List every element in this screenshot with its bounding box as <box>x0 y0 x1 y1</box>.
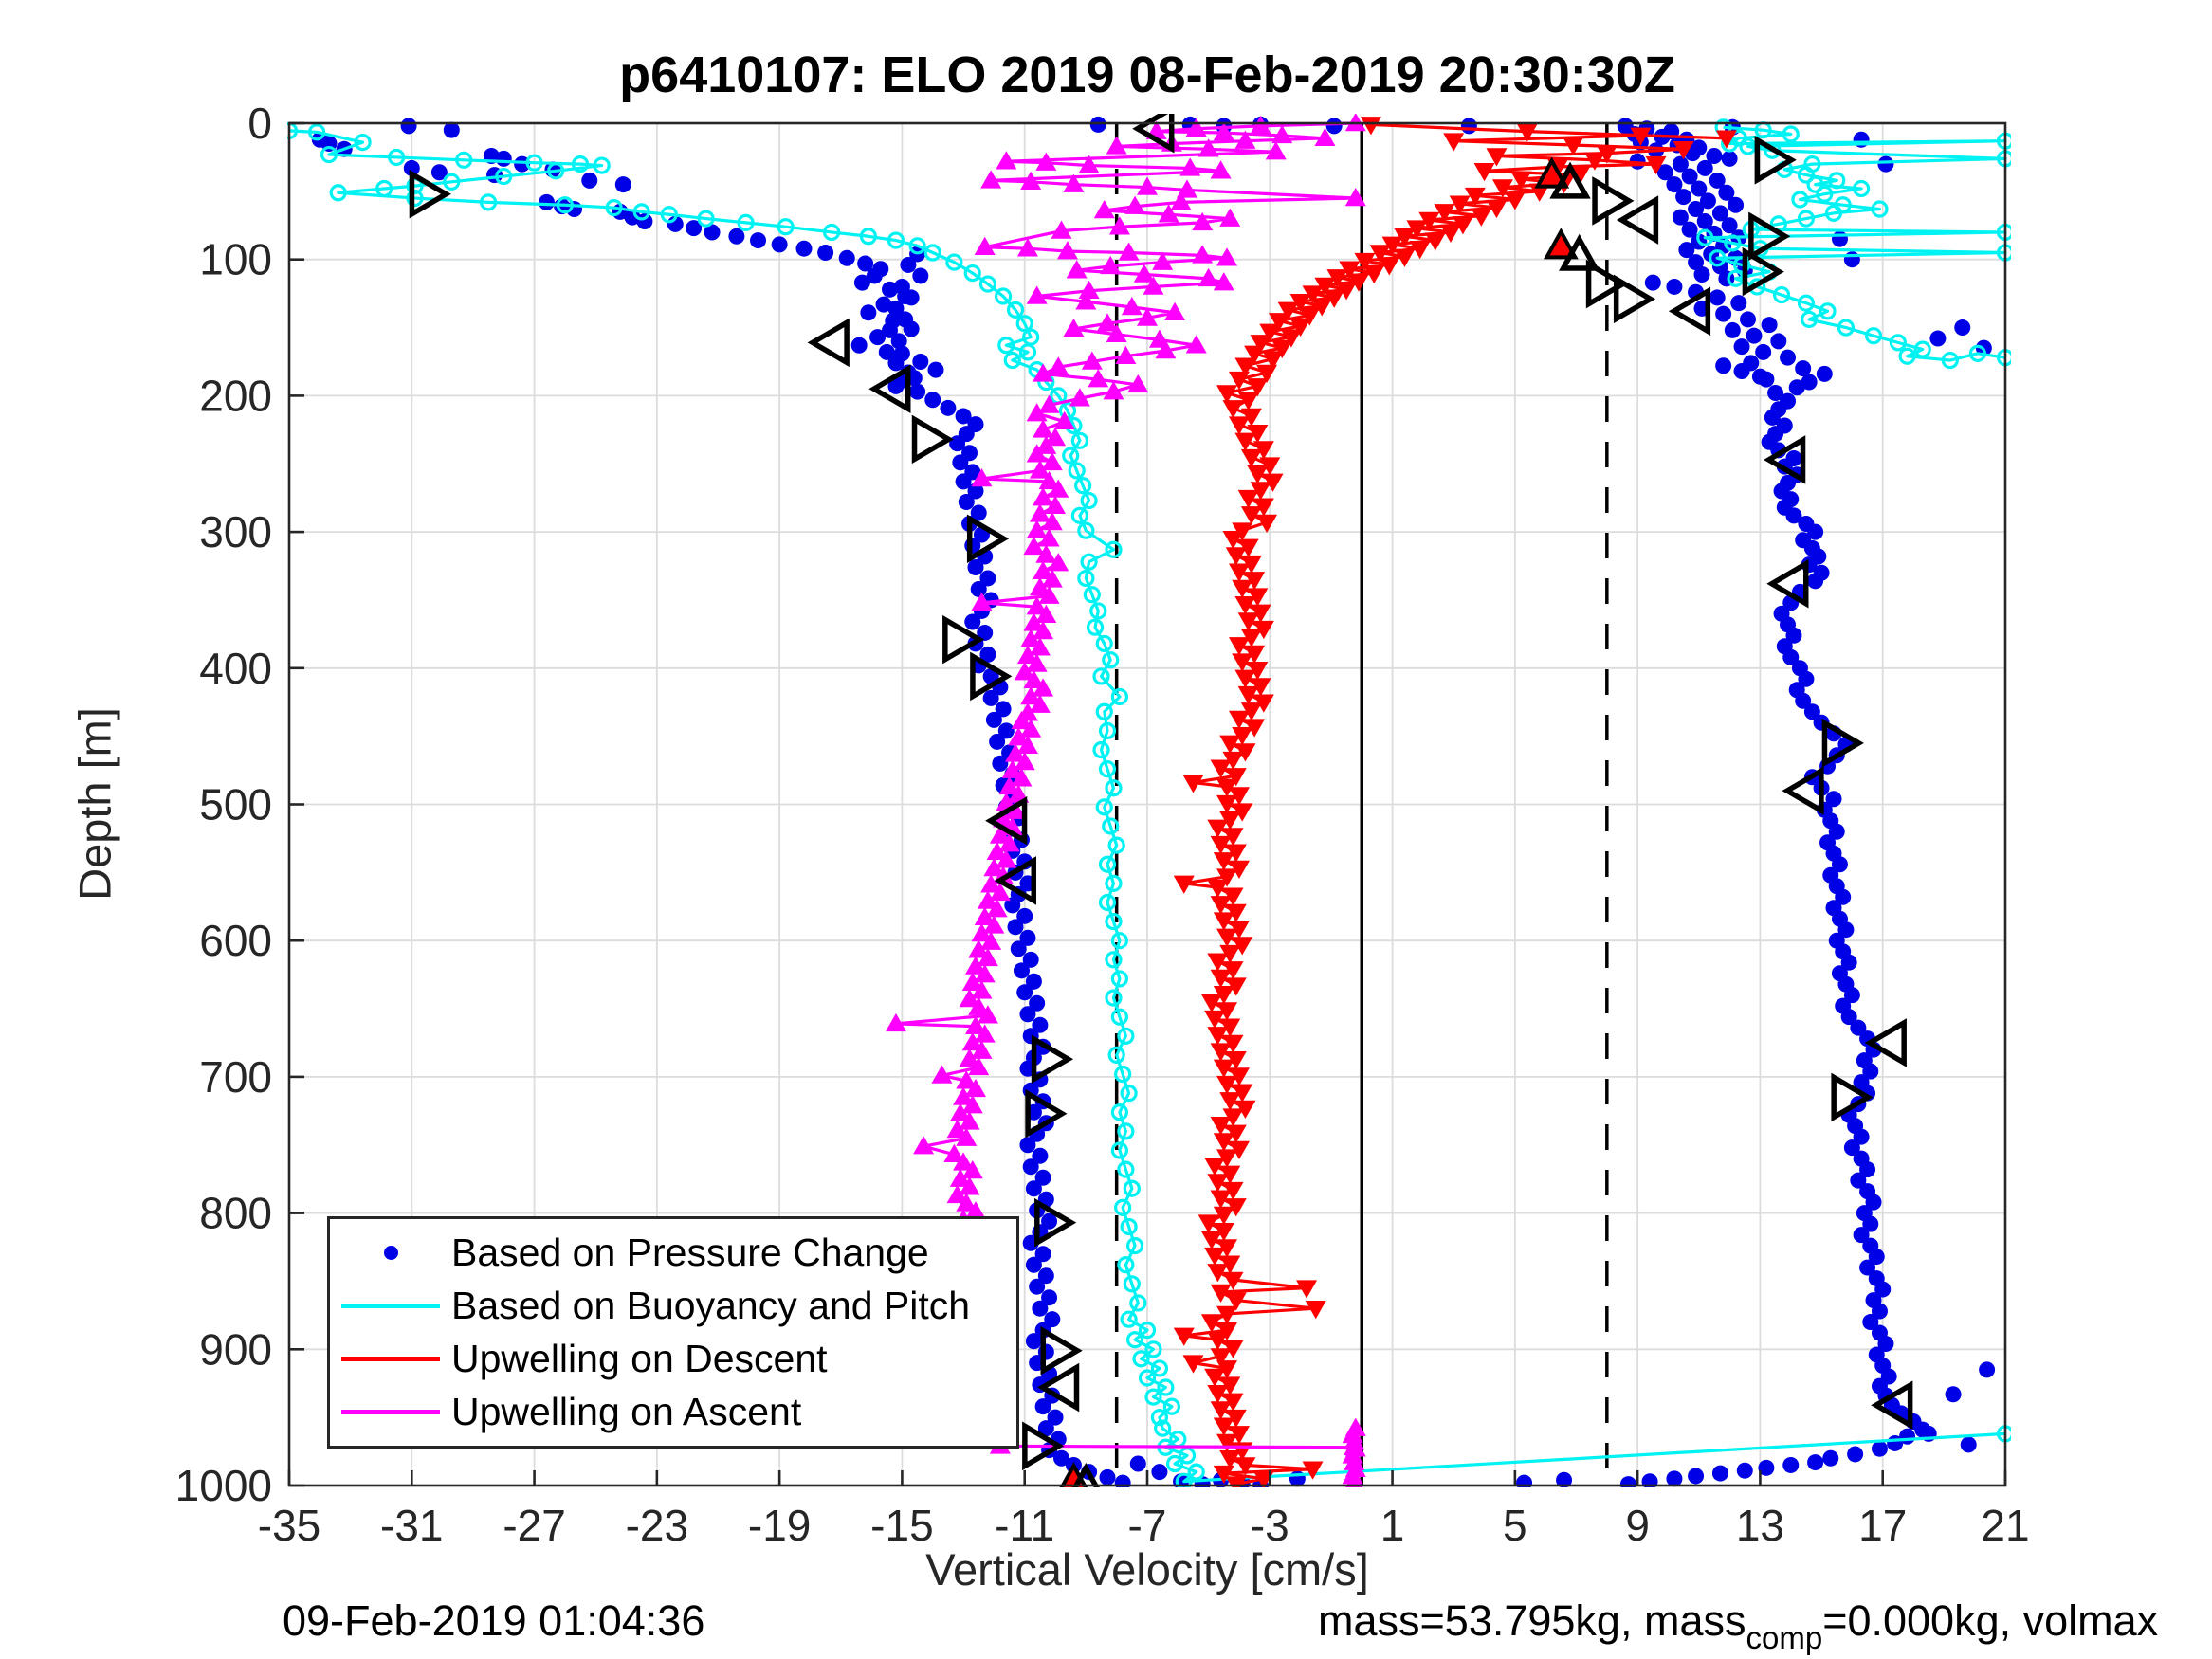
x-tick-label: 21 <box>1981 1501 2029 1550</box>
y-tick-label: 800 <box>199 1189 272 1238</box>
mass-info-post: =0.000kg, volmax <box>1822 1596 2159 1645</box>
mass-info-subscript: comp <box>1746 1620 1823 1655</box>
legend-item-buoyancy: Based on Buoyancy and Pitch <box>330 1282 1016 1331</box>
y-tick-label: 200 <box>199 371 272 420</box>
mass-info-pre: mass=53.795kg, mass <box>1318 1596 1746 1645</box>
legend-label: Upwelling on Ascent <box>451 1389 802 1433</box>
x-tick-label: -11 <box>995 1501 1054 1550</box>
legend-item-upwelling-descent: Upwelling on Descent <box>330 1334 1016 1383</box>
x-tick-label: -7 <box>1128 1501 1167 1550</box>
y-tick-label: 400 <box>199 644 272 693</box>
x-tick-label: 9 <box>1625 1501 1650 1550</box>
x-tick-label: 1 <box>1380 1501 1405 1550</box>
x-tick-label: 17 <box>1858 1501 1907 1550</box>
y-axis-label: Depth [m] <box>69 707 120 901</box>
mass-info-text: mass=53.795kg, masscomp=0.000kg, volmax <box>1318 1596 2158 1656</box>
direction-markers-right <box>409 136 1874 1471</box>
y-tick-label: 100 <box>199 235 272 284</box>
y-tick-label: 600 <box>199 916 272 965</box>
direction-markers-left <box>807 114 1913 1431</box>
y-tick-label: 300 <box>199 507 272 556</box>
legend-item-pressure: Based on Pressure Change <box>330 1229 1016 1278</box>
x-tick-label: -27 <box>503 1501 565 1550</box>
plot-timestamp: 09-Feb-2019 01:04:36 <box>283 1596 705 1645</box>
legend-label: Upwelling on Descent <box>451 1336 828 1380</box>
series-layer <box>287 114 2011 1487</box>
legend-item-upwelling-ascent: Upwelling on Ascent <box>330 1387 1016 1436</box>
y-tick-label: 900 <box>199 1324 272 1374</box>
legend-label: Based on Pressure Change <box>451 1231 929 1275</box>
legend-box: Based on Pressure Change Based on Buoyan… <box>327 1216 1019 1449</box>
series-markers <box>1173 117 1737 1487</box>
y-tick-label: 0 <box>247 99 272 148</box>
x-axis-label: Vertical Velocity [cm/s] <box>925 1544 1369 1595</box>
legend-marker-cyan-line <box>330 1304 451 1309</box>
legend-marker-magenta-line <box>330 1409 451 1414</box>
x-tick-label: -3 <box>1251 1501 1289 1550</box>
x-tick-label: -31 <box>380 1501 443 1550</box>
x-tick-label: -23 <box>626 1501 688 1550</box>
series-markers <box>287 121 2011 1487</box>
y-tick-label: 500 <box>199 780 272 830</box>
x-tick-label: -35 <box>258 1501 320 1550</box>
x-tick-label: -19 <box>748 1501 811 1550</box>
y-tick-label: 700 <box>199 1052 272 1102</box>
apogee-markers-red <box>1059 156 1579 1487</box>
legend-label: Based on Buoyancy and Pitch <box>451 1284 971 1328</box>
legend-marker-blue-dot <box>330 1246 451 1261</box>
x-tick-label: 13 <box>1736 1501 1784 1550</box>
x-tick-label: 5 <box>1503 1501 1527 1550</box>
x-tick-label: -15 <box>870 1501 933 1550</box>
chart-title: p6410107: ELO 2019 08-Feb-2019 20:30:30Z <box>619 46 1675 103</box>
legend-marker-red-line <box>330 1356 451 1361</box>
y-tick-label: 1000 <box>175 1461 272 1510</box>
direction-markers-up <box>1071 161 1600 1487</box>
